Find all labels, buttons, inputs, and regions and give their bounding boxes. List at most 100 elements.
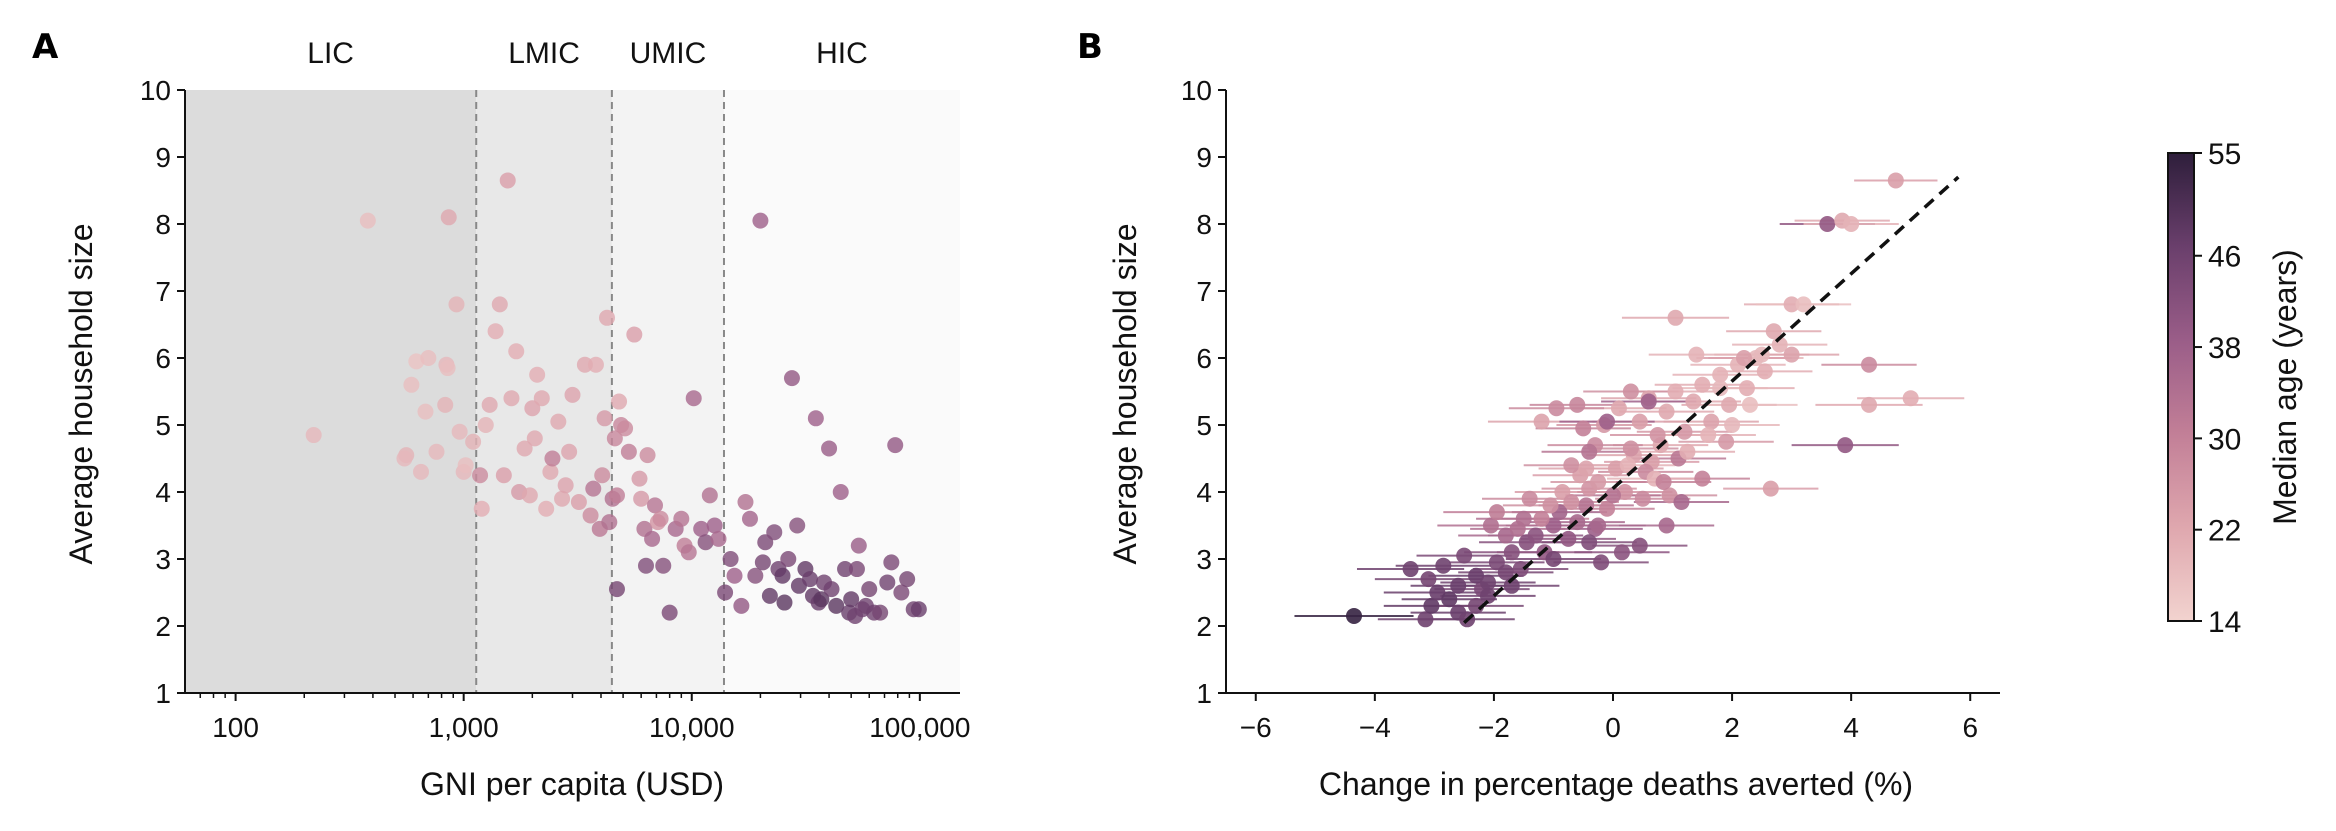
country-point (1679, 443, 1696, 460)
country-point (599, 309, 616, 326)
country-point (403, 376, 420, 393)
country-point (1479, 574, 1496, 591)
country-point (448, 296, 465, 313)
country-point (611, 393, 628, 410)
panel-a-y-axis-title: Average household size (63, 224, 99, 565)
country-point (1622, 383, 1639, 400)
y-tick-label: 10 (1181, 75, 1212, 106)
country-point (550, 413, 567, 430)
country-point (1756, 363, 1773, 380)
panel-a-points (305, 172, 927, 624)
income-band-lic (185, 90, 477, 693)
country-point (741, 510, 758, 527)
country-point (706, 517, 723, 534)
y-tick-label: 4 (1196, 477, 1212, 508)
country-point (1658, 403, 1675, 420)
income-threshold-lines (475, 90, 725, 693)
country-point (1533, 510, 1550, 527)
x-tick-label: −2 (1478, 712, 1510, 743)
x-tick-label: 0 (1605, 712, 1621, 743)
country-point (1738, 380, 1755, 397)
country-point (737, 494, 754, 511)
country-point (1613, 544, 1630, 561)
income-band-label: HIC (816, 37, 868, 70)
colorbar-tick-label: 22 (2208, 515, 2241, 548)
y-tick-label: 6 (155, 343, 171, 374)
country-point (1685, 393, 1702, 410)
country-point (477, 417, 494, 433)
country-point (1503, 544, 1520, 561)
y-tick-label: 3 (155, 544, 171, 575)
country-point (843, 591, 860, 608)
country-point (1762, 480, 1779, 497)
country-point (1676, 423, 1693, 440)
country-point (1819, 216, 1836, 232)
x-tick-label: 6 (1962, 712, 1978, 743)
country-point (487, 323, 504, 340)
country-point (1861, 396, 1878, 413)
country-point (1655, 473, 1672, 490)
colorbar-tick-label: 30 (2208, 423, 2241, 456)
country-point (439, 360, 456, 377)
panel-a-axes: 1 2 3 4 5 6 7 8 9 10 100 1,000 10,000 100,000 (140, 75, 971, 743)
country-point (564, 386, 581, 403)
country-point (693, 520, 710, 537)
panel-b-axes: 1 2 3 4 5 6 7 8 9 10 −6 −4 −2 0 2 4 6 (1181, 75, 2000, 743)
country-point (1533, 413, 1550, 430)
country-point (1521, 490, 1538, 507)
country-point (420, 350, 437, 366)
country-point (582, 507, 599, 524)
country-point (710, 530, 727, 547)
country-point (1527, 527, 1544, 544)
country-point (807, 410, 824, 427)
country-point (726, 567, 743, 584)
country-point (821, 440, 838, 457)
country-point (1563, 457, 1580, 474)
y-tick-label: 6 (1196, 343, 1212, 374)
country-point (1503, 577, 1520, 594)
country-point (585, 480, 602, 497)
y-tick-label: 2 (155, 611, 171, 642)
country-point (1402, 561, 1419, 578)
country-point (570, 494, 587, 511)
country-point (1548, 400, 1565, 417)
y-tick-label: 7 (155, 276, 171, 307)
country-point (1694, 376, 1711, 393)
country-point (861, 581, 878, 598)
country-point (1599, 500, 1616, 517)
y-tick-label: 2 (1196, 611, 1212, 642)
country-point (499, 172, 516, 189)
country-point (587, 356, 604, 373)
country-point (1515, 510, 1532, 527)
country-point (576, 356, 593, 373)
country-point (848, 561, 865, 578)
country-point (717, 584, 734, 601)
country-point (417, 403, 434, 420)
income-band-label: LIC (307, 37, 354, 70)
colorbar-tick-label: 55 (2208, 138, 2241, 171)
country-point (883, 554, 900, 571)
income-band-label: LMIC (508, 37, 580, 70)
country-point (1545, 517, 1562, 534)
country-point (802, 571, 819, 588)
income-band-label: UMIC (630, 37, 707, 70)
country-point (637, 557, 654, 574)
country-point (813, 591, 830, 608)
x-tick-label: 1,000 (429, 712, 499, 743)
country-point (1694, 470, 1711, 487)
country-point (1590, 517, 1607, 534)
country-point (733, 597, 750, 614)
country-point (1735, 350, 1752, 366)
country-point (910, 601, 927, 618)
country-point (601, 514, 618, 531)
country-point (473, 500, 490, 517)
country-point (529, 366, 546, 383)
country-point (465, 433, 482, 450)
country-point (1712, 380, 1729, 397)
colorbar-gradient (2167, 152, 2195, 622)
country-point (1575, 420, 1592, 437)
country-point (1545, 551, 1562, 567)
country-point (491, 296, 508, 313)
country-point (608, 581, 625, 598)
